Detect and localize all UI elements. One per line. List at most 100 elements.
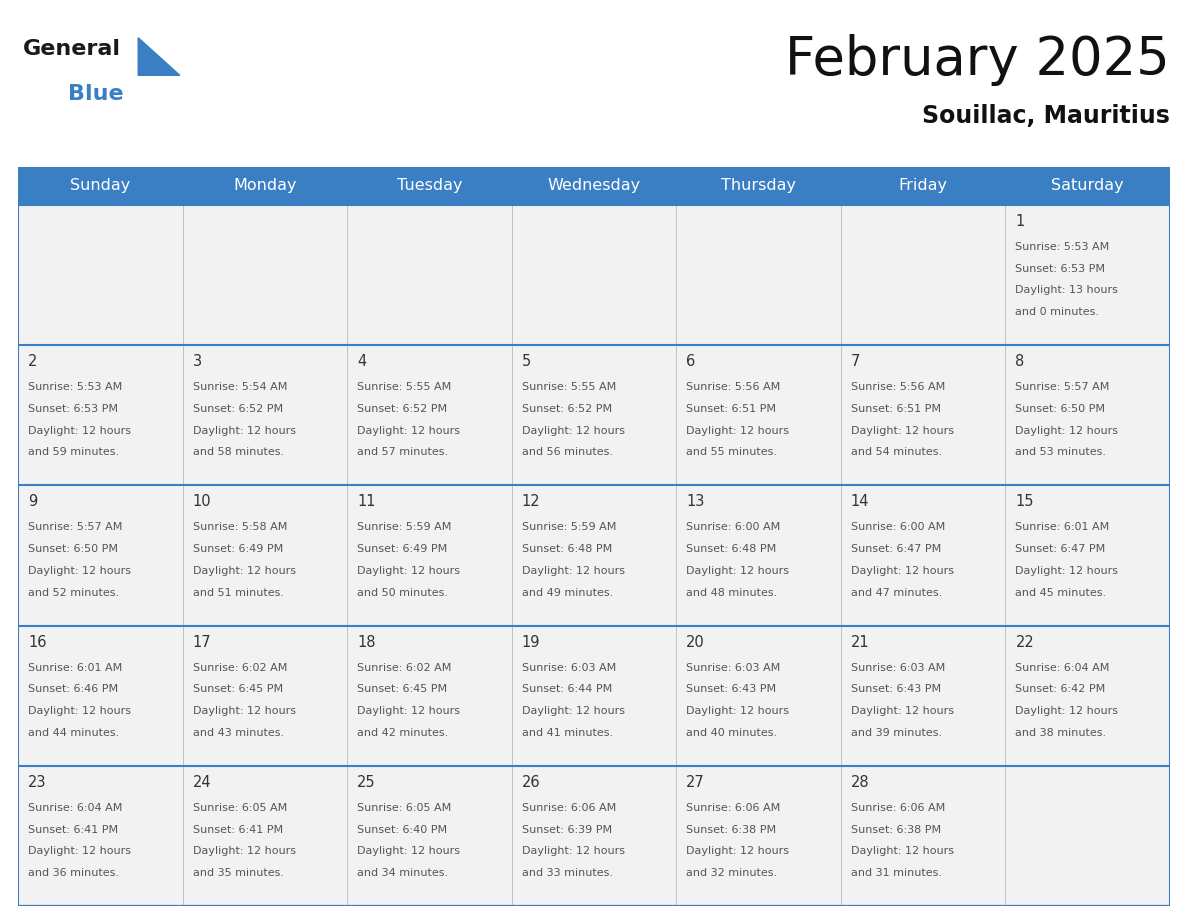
Text: Sunrise: 6:01 AM: Sunrise: 6:01 AM xyxy=(29,663,122,673)
Text: Daylight: 12 hours: Daylight: 12 hours xyxy=(1016,706,1118,716)
Text: 24: 24 xyxy=(192,775,211,789)
Text: and 49 minutes.: and 49 minutes. xyxy=(522,588,613,598)
Text: Sunrise: 6:03 AM: Sunrise: 6:03 AM xyxy=(522,663,615,673)
Text: Sunset: 6:47 PM: Sunset: 6:47 PM xyxy=(851,544,941,554)
Text: Daylight: 12 hours: Daylight: 12 hours xyxy=(358,565,460,576)
Bar xyxy=(18,486,183,625)
Text: and 57 minutes.: and 57 minutes. xyxy=(358,447,448,457)
Text: Souillac, Mauritius: Souillac, Mauritius xyxy=(922,104,1170,128)
Text: Sunrise: 5:55 AM: Sunrise: 5:55 AM xyxy=(358,382,451,392)
Bar xyxy=(676,345,841,486)
Bar xyxy=(841,345,1005,486)
Text: and 59 minutes.: and 59 minutes. xyxy=(29,447,119,457)
Text: Sunrise: 5:53 AM: Sunrise: 5:53 AM xyxy=(1016,242,1110,252)
Text: and 47 minutes.: and 47 minutes. xyxy=(851,588,942,598)
Text: Blue: Blue xyxy=(68,84,124,105)
Text: Daylight: 12 hours: Daylight: 12 hours xyxy=(358,846,460,856)
Text: Sunrise: 5:58 AM: Sunrise: 5:58 AM xyxy=(192,522,287,532)
Text: Daylight: 12 hours: Daylight: 12 hours xyxy=(29,565,131,576)
Text: Sunrise: 6:02 AM: Sunrise: 6:02 AM xyxy=(192,663,287,673)
Text: and 44 minutes.: and 44 minutes. xyxy=(29,728,119,738)
Text: Daylight: 12 hours: Daylight: 12 hours xyxy=(851,565,954,576)
Bar xyxy=(347,205,512,345)
Text: Sunrise: 5:57 AM: Sunrise: 5:57 AM xyxy=(1016,382,1110,392)
Text: and 33 minutes.: and 33 minutes. xyxy=(522,868,613,878)
Text: Daylight: 12 hours: Daylight: 12 hours xyxy=(687,706,789,716)
Text: Sunset: 6:46 PM: Sunset: 6:46 PM xyxy=(29,684,118,694)
Bar xyxy=(841,625,1005,766)
Text: Daylight: 12 hours: Daylight: 12 hours xyxy=(192,565,296,576)
Bar xyxy=(183,345,347,486)
Bar xyxy=(183,205,347,345)
Bar xyxy=(183,766,347,906)
Text: Sunset: 6:43 PM: Sunset: 6:43 PM xyxy=(851,684,941,694)
Text: 3: 3 xyxy=(192,354,202,369)
Text: Sunrise: 5:59 AM: Sunrise: 5:59 AM xyxy=(522,522,617,532)
Bar xyxy=(18,766,183,906)
Text: Sunset: 6:48 PM: Sunset: 6:48 PM xyxy=(522,544,612,554)
Text: 7: 7 xyxy=(851,354,860,369)
Bar xyxy=(347,766,512,906)
Text: and 31 minutes.: and 31 minutes. xyxy=(851,868,942,878)
Bar xyxy=(1005,345,1170,486)
Text: Daylight: 12 hours: Daylight: 12 hours xyxy=(687,846,789,856)
Bar xyxy=(512,345,676,486)
Text: Sunset: 6:47 PM: Sunset: 6:47 PM xyxy=(1016,544,1106,554)
Text: Wednesday: Wednesday xyxy=(548,178,640,194)
Text: 17: 17 xyxy=(192,634,211,650)
Text: Sunset: 6:52 PM: Sunset: 6:52 PM xyxy=(358,404,447,414)
Text: Sunrise: 6:00 AM: Sunrise: 6:00 AM xyxy=(851,522,946,532)
Text: Monday: Monday xyxy=(233,178,297,194)
Text: 19: 19 xyxy=(522,634,541,650)
Text: and 58 minutes.: and 58 minutes. xyxy=(192,447,284,457)
Text: Sunset: 6:44 PM: Sunset: 6:44 PM xyxy=(522,684,612,694)
Text: Sunset: 6:40 PM: Sunset: 6:40 PM xyxy=(358,824,447,834)
Text: and 34 minutes.: and 34 minutes. xyxy=(358,868,448,878)
Text: Sunset: 6:52 PM: Sunset: 6:52 PM xyxy=(192,404,283,414)
Text: and 42 minutes.: and 42 minutes. xyxy=(358,728,448,738)
Text: Friday: Friday xyxy=(898,178,948,194)
Text: Sunrise: 6:03 AM: Sunrise: 6:03 AM xyxy=(687,663,781,673)
Text: and 51 minutes.: and 51 minutes. xyxy=(192,588,284,598)
Bar xyxy=(841,766,1005,906)
Text: and 36 minutes.: and 36 minutes. xyxy=(29,868,119,878)
Text: Sunset: 6:38 PM: Sunset: 6:38 PM xyxy=(687,824,777,834)
Text: Daylight: 12 hours: Daylight: 12 hours xyxy=(851,426,954,436)
Bar xyxy=(1005,766,1170,906)
Bar xyxy=(512,625,676,766)
Bar xyxy=(512,766,676,906)
Text: 27: 27 xyxy=(687,775,704,789)
Text: Daylight: 12 hours: Daylight: 12 hours xyxy=(1016,426,1118,436)
Text: Sunrise: 5:56 AM: Sunrise: 5:56 AM xyxy=(687,382,781,392)
Text: Daylight: 12 hours: Daylight: 12 hours xyxy=(29,426,131,436)
Text: and 54 minutes.: and 54 minutes. xyxy=(851,447,942,457)
Text: Daylight: 12 hours: Daylight: 12 hours xyxy=(522,706,625,716)
Bar xyxy=(1005,486,1170,625)
Text: 20: 20 xyxy=(687,634,704,650)
Text: and 38 minutes.: and 38 minutes. xyxy=(1016,728,1106,738)
Bar xyxy=(676,625,841,766)
Text: Daylight: 12 hours: Daylight: 12 hours xyxy=(687,426,789,436)
Text: Sunrise: 5:57 AM: Sunrise: 5:57 AM xyxy=(29,522,122,532)
Text: 10: 10 xyxy=(192,495,211,509)
Text: and 39 minutes.: and 39 minutes. xyxy=(851,728,942,738)
Text: 26: 26 xyxy=(522,775,541,789)
Bar xyxy=(18,345,183,486)
Text: Sunset: 6:52 PM: Sunset: 6:52 PM xyxy=(522,404,612,414)
Text: Daylight: 12 hours: Daylight: 12 hours xyxy=(29,846,131,856)
Bar xyxy=(183,486,347,625)
Text: Daylight: 12 hours: Daylight: 12 hours xyxy=(522,565,625,576)
Bar xyxy=(512,205,676,345)
Text: and 55 minutes.: and 55 minutes. xyxy=(687,447,777,457)
Text: Sunset: 6:38 PM: Sunset: 6:38 PM xyxy=(851,824,941,834)
Text: Sunset: 6:41 PM: Sunset: 6:41 PM xyxy=(192,824,283,834)
Text: and 56 minutes.: and 56 minutes. xyxy=(522,447,613,457)
Text: Sunset: 6:43 PM: Sunset: 6:43 PM xyxy=(687,684,777,694)
Text: Sunset: 6:49 PM: Sunset: 6:49 PM xyxy=(358,544,448,554)
Text: February 2025: February 2025 xyxy=(785,34,1170,86)
Text: Sunrise: 6:02 AM: Sunrise: 6:02 AM xyxy=(358,663,451,673)
Bar xyxy=(18,205,183,345)
Text: and 50 minutes.: and 50 minutes. xyxy=(358,588,448,598)
Text: Tuesday: Tuesday xyxy=(397,178,462,194)
Text: 4: 4 xyxy=(358,354,366,369)
